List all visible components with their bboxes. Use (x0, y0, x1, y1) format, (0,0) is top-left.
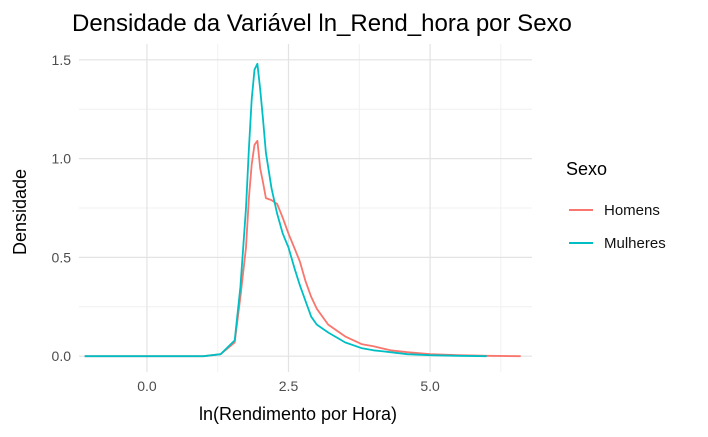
grid-layer (79, 44, 532, 372)
tick-layer: 0.0 2.5 5.0 0.0 0.5 1.0 1.5 (52, 52, 440, 394)
y-axis-label: Densidade (10, 169, 30, 255)
legend-label-mulheres: Mulheres (604, 234, 666, 252)
series-line-homens (84, 139, 521, 358)
legend-item-homens: Homens (566, 195, 660, 225)
chart-title: Densidade da Variável ln_Rend_hora por S… (72, 10, 572, 37)
series-line-mulheres (84, 62, 487, 358)
legend-label-homens: Homens (604, 201, 660, 219)
x-tick-label: 0.0 (137, 378, 157, 394)
legend-key-mulheres (566, 228, 596, 258)
y-tick-label: 1.5 (52, 52, 72, 68)
legend-title: Sexo (566, 159, 608, 179)
x-tick-label: 5.0 (420, 378, 440, 394)
y-tick-label: 0.0 (52, 348, 72, 364)
x-axis-label: ln(Rendimento por Hora) (199, 404, 397, 424)
legend-key-homens (566, 195, 596, 225)
series-layer (84, 62, 521, 358)
x-tick-label: 2.5 (279, 378, 299, 394)
y-tick-label: 0.5 (52, 249, 72, 265)
legend-item-mulheres: Mulheres (566, 228, 666, 258)
y-tick-label: 1.0 (52, 151, 72, 167)
